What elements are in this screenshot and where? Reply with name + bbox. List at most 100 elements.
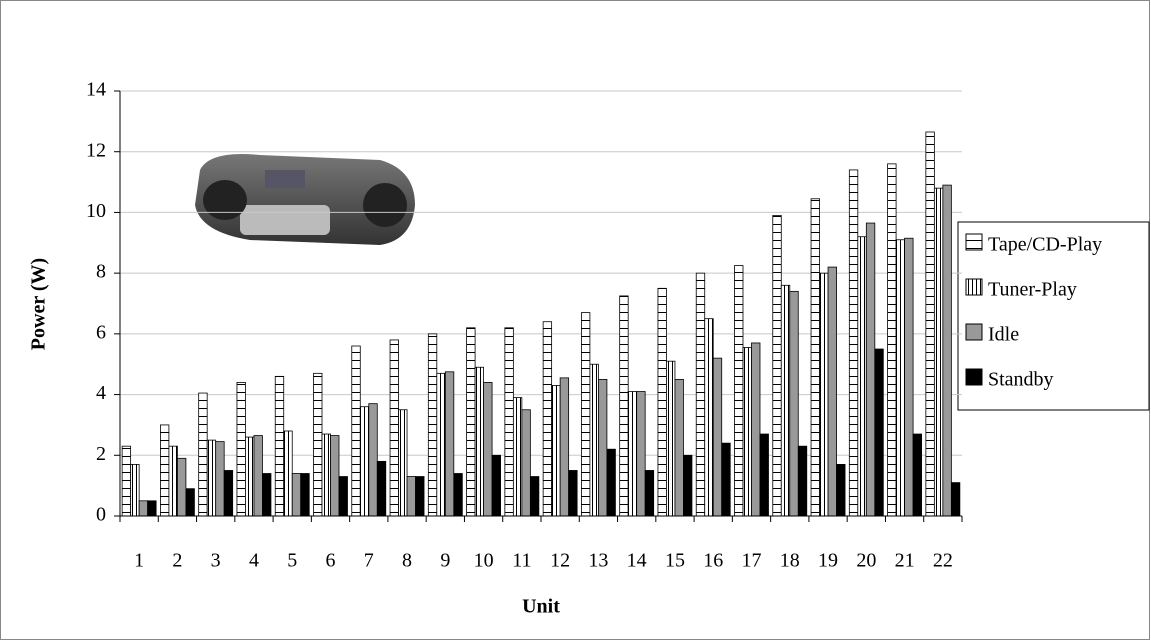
y-tick-label: 0 — [96, 504, 106, 526]
bar — [168, 445, 178, 517]
bar — [368, 403, 378, 517]
bar — [313, 372, 323, 517]
y-tick-label: 12 — [86, 139, 106, 161]
x-tick-label: 22 — [933, 550, 953, 572]
bar — [427, 333, 438, 517]
bar — [529, 476, 540, 517]
y-tick-label: 8 — [96, 261, 106, 283]
bar — [453, 473, 463, 517]
bar — [359, 406, 370, 517]
bar — [283, 430, 293, 517]
x-tick-label: 14 — [627, 550, 647, 572]
bar — [887, 163, 897, 517]
y-tick-label: 4 — [96, 382, 106, 404]
legend-swatch — [965, 323, 983, 341]
bar — [836, 463, 846, 517]
bar — [904, 237, 914, 517]
x-tick-label: 6 — [326, 550, 336, 572]
bar — [606, 448, 616, 517]
y-tick-label: 10 — [86, 200, 106, 222]
x-tick-label: 12 — [550, 550, 570, 572]
x-tick-label: 11 — [512, 550, 531, 572]
bar — [683, 454, 693, 517]
x-tick-label: 16 — [703, 550, 723, 572]
bar — [474, 366, 484, 517]
bar — [581, 312, 591, 517]
x-tick-label: 2 — [172, 550, 182, 572]
bar — [245, 436, 255, 517]
x-tick-label: 13 — [588, 550, 608, 572]
legend-label: Idle — [988, 324, 1019, 346]
x-tick-label: 18 — [780, 550, 800, 572]
bar — [223, 470, 234, 517]
bar — [274, 375, 285, 517]
x-tick-label: 4 — [249, 550, 259, 572]
bar — [130, 463, 140, 517]
x-tick-label: 20 — [856, 550, 876, 572]
legend-box — [957, 221, 1150, 411]
bar — [742, 347, 752, 517]
bar — [912, 433, 922, 517]
bar — [160, 424, 170, 517]
bar — [734, 265, 744, 517]
x-axis-label: Unit — [522, 596, 560, 618]
bar — [351, 345, 361, 517]
bar — [666, 360, 676, 517]
y-tick-label: 14 — [86, 79, 106, 101]
y-tick-label: 2 — [96, 443, 106, 465]
bar — [810, 198, 820, 517]
bar — [551, 385, 561, 517]
bar — [589, 363, 599, 517]
x-tick-label: 19 — [818, 550, 838, 572]
bar — [598, 378, 608, 517]
legend-swatch — [965, 278, 983, 296]
bar — [797, 445, 808, 517]
bar — [321, 433, 331, 517]
x-tick-label: 1 — [134, 550, 144, 572]
x-tick-label: 7 — [364, 550, 374, 572]
x-tick-label: 5 — [287, 550, 297, 572]
bar — [444, 371, 455, 517]
legend-label: Standby — [988, 369, 1054, 391]
bar — [950, 482, 961, 517]
bar — [895, 239, 905, 517]
bar — [121, 445, 132, 517]
bar — [695, 272, 706, 517]
bar — [483, 382, 493, 517]
bar — [138, 500, 149, 517]
bar — [827, 266, 837, 517]
legend-swatch — [965, 233, 983, 251]
bar — [644, 470, 655, 517]
bar — [338, 476, 348, 517]
bar — [215, 441, 225, 517]
bar — [253, 435, 263, 517]
boombox-image — [195, 154, 415, 245]
bar — [185, 488, 195, 517]
bar — [712, 357, 723, 517]
x-tick-label: 21 — [895, 550, 915, 572]
x-tick-label: 8 — [402, 550, 412, 572]
bar — [751, 342, 761, 517]
bar — [721, 442, 731, 517]
bar — [789, 290, 799, 517]
bar — [291, 473, 302, 517]
bar — [780, 284, 791, 517]
bar — [406, 476, 416, 517]
bar — [300, 473, 310, 517]
x-tick-label: 17 — [742, 550, 762, 572]
bar — [436, 372, 446, 517]
bar — [415, 476, 425, 517]
legend-label: Tuner-Play — [988, 279, 1077, 301]
bar — [619, 295, 629, 517]
bar — [389, 339, 399, 517]
bar — [542, 321, 553, 517]
y-axis-label: Power (W) — [28, 258, 50, 350]
legend-swatch — [965, 368, 983, 386]
bar — [512, 397, 523, 517]
bar — [848, 169, 859, 517]
bar — [236, 382, 246, 517]
bar — [925, 131, 935, 517]
bar — [857, 236, 867, 517]
